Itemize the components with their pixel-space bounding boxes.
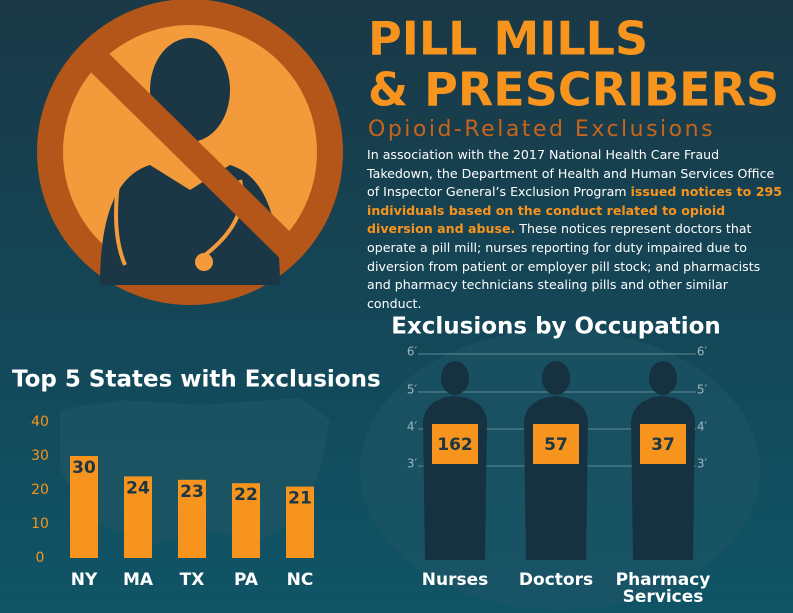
count-label: 37: [651, 435, 675, 455]
bar: [232, 483, 260, 558]
count-box: [432, 424, 478, 464]
height-label: 5′: [407, 383, 418, 397]
x-tick-label: NC: [287, 570, 314, 590]
stethoscope-head: [195, 253, 213, 271]
data-label: 24: [126, 478, 150, 498]
bar: [124, 476, 152, 558]
data-label: 22: [234, 485, 258, 505]
person-head: [649, 361, 677, 395]
bar: [178, 479, 206, 558]
category-label: Pharmacy Services: [616, 570, 711, 607]
height-label: 3′: [697, 457, 708, 471]
y-tick-label: 0: [36, 550, 45, 566]
person-body: [631, 396, 695, 560]
category-label: Nurses: [422, 570, 488, 590]
y-tick-label: 20: [31, 482, 49, 498]
height-label: 3′: [407, 457, 418, 471]
bar: [286, 486, 314, 558]
x-tick-label: PA: [234, 570, 259, 590]
highlight: issued notices to 295 individuals based …: [367, 184, 782, 237]
category-label: Doctors: [519, 570, 593, 590]
height-label: 4′: [407, 420, 418, 434]
data-label: 23: [180, 482, 204, 502]
x-tick-label: MA: [123, 570, 154, 590]
height-label: 4′: [697, 420, 708, 434]
height-label: 6′: [697, 345, 708, 359]
x-tick-label: NY: [71, 570, 98, 590]
chart-title: Top 5 States with Exclusions: [12, 367, 381, 393]
count-label: 162: [437, 435, 473, 455]
person-body: [524, 396, 588, 560]
description: In association with the 2017 National He…: [367, 146, 785, 313]
y-tick-label: 10: [31, 516, 49, 532]
x-tick-label: TX: [180, 570, 205, 590]
height-label: 6′: [407, 345, 418, 359]
data-label: 30: [72, 458, 96, 478]
subtitle: Opioid-Related Exclusions: [368, 117, 715, 142]
count-box: [640, 424, 686, 464]
chart-title: Exclusions by Occupation: [391, 314, 721, 340]
person-head: [441, 361, 469, 395]
y-tick-label: 30: [31, 448, 49, 464]
person-head: [542, 361, 570, 395]
bar: [70, 456, 98, 558]
count-label: 57: [544, 435, 568, 455]
prohibition-bar: [82, 45, 300, 260]
title: & PRESCRIBERS: [368, 63, 779, 117]
count-box: [533, 424, 579, 464]
y-tick-label: 40: [31, 414, 49, 430]
title: PILL MILLS: [368, 12, 648, 66]
height-label: 5′: [697, 383, 708, 397]
person-body: [423, 396, 487, 560]
data-label: 21: [288, 489, 312, 509]
text: These notices represent doctors that ope…: [367, 221, 761, 311]
text: In association with the 2017 National He…: [367, 147, 775, 200]
